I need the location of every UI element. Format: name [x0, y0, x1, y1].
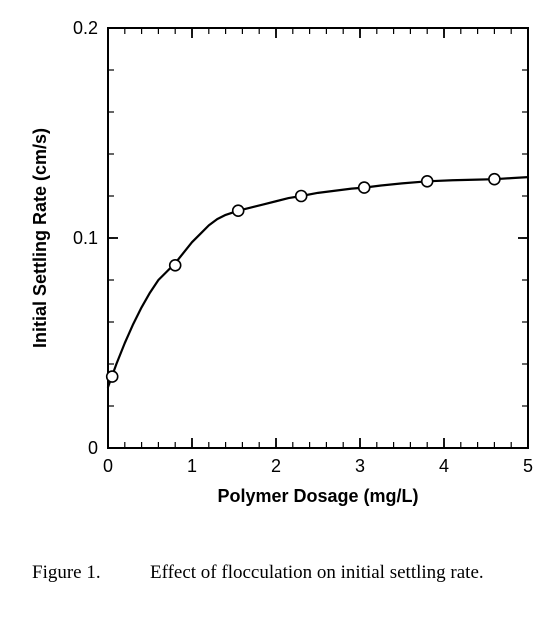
data-marker	[489, 174, 500, 185]
settling-rate-chart: 0 1 2 3 4 5 0 0.1 0.2 Polymer Dosage (mg/L) Initia…	[0, 0, 558, 520]
data-marker	[296, 191, 307, 202]
data-marker	[233, 205, 244, 216]
data-marker	[422, 176, 433, 187]
x-tick-label: 3	[355, 456, 365, 476]
y-tick-label: 0.2	[73, 18, 98, 38]
x-tick-label: 1	[187, 456, 197, 476]
data-marker	[359, 182, 370, 193]
x-tick-label: 4	[439, 456, 449, 476]
data-marker	[170, 260, 181, 271]
data-curve	[108, 177, 528, 387]
figure-number: Figure 1.	[32, 560, 101, 586]
figure-caption: Figure 1. Effect of flocculation on init…	[0, 560, 558, 616]
y-axis-label: Initial Settling Rate (cm/s)	[30, 128, 50, 348]
x-axis-label: Polymer Dosage (mg/L)	[217, 486, 418, 506]
data-marker	[107, 371, 118, 382]
x-tick-label: 2	[271, 456, 281, 476]
x-tick-label: 0	[103, 456, 113, 476]
plot-frame	[108, 28, 528, 448]
y-tick-label: 0.1	[73, 228, 98, 248]
y-tick-label: 0	[88, 438, 98, 458]
figure-container: 0 1 2 3 4 5 0 0.1 0.2 Polymer Dosage (mg/L) Initia…	[0, 0, 558, 627]
figure-caption-text: Effect of flocculation on initial settli…	[150, 560, 520, 586]
x-tick-label: 5	[523, 456, 533, 476]
